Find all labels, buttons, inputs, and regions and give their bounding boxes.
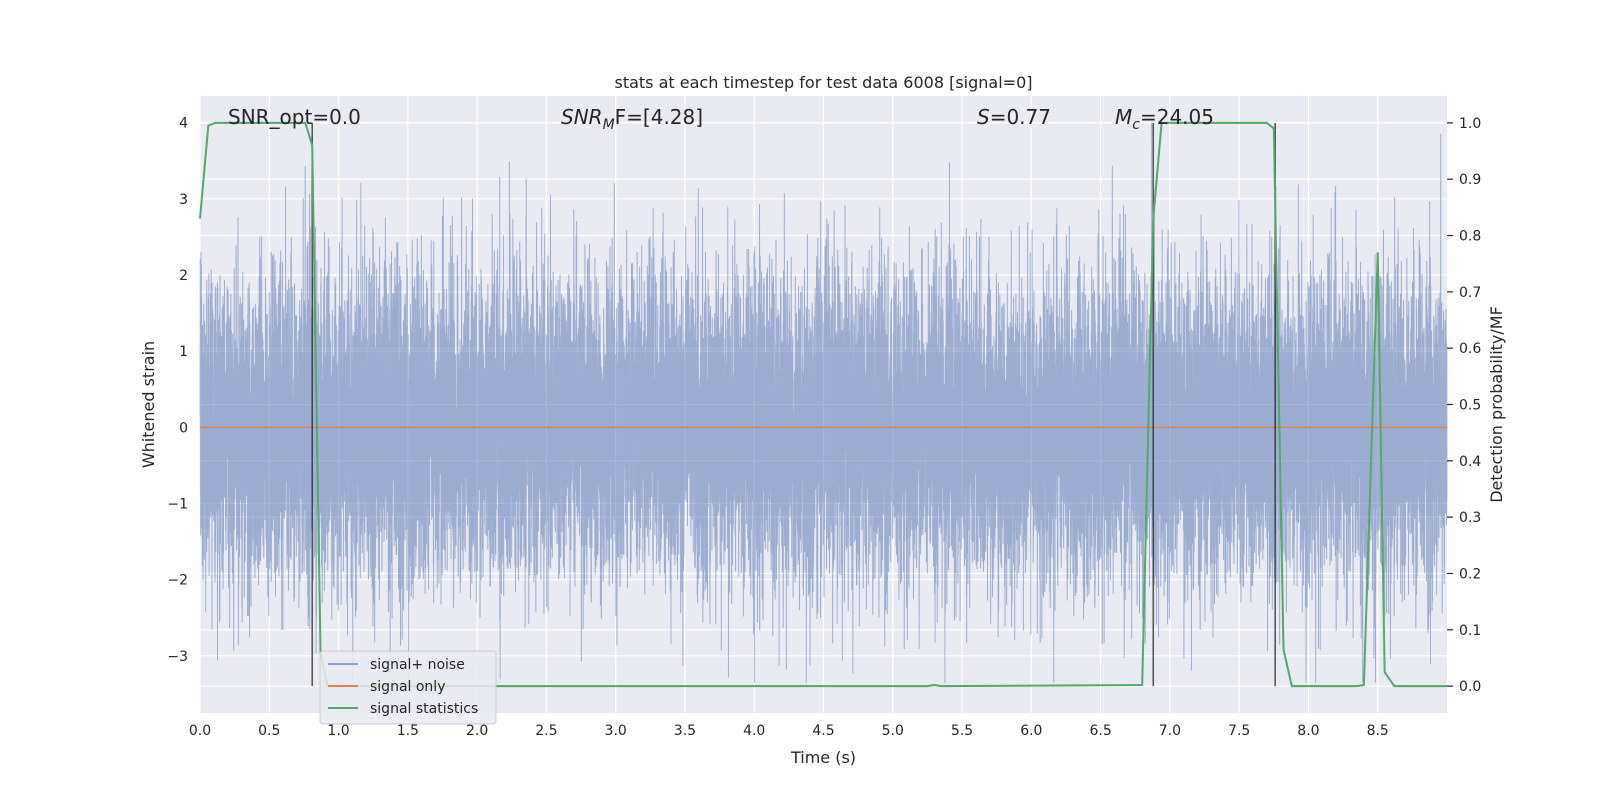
x-tick-label: 6.5 (1089, 723, 1111, 739)
y-tick-label: −3 (167, 649, 188, 665)
legend-label-signal-noise: signal+ noise (370, 657, 465, 673)
x-tick-label: 5.5 (951, 723, 973, 739)
x-tick-label: 8.0 (1297, 723, 1319, 739)
x-tick-label: 7.5 (1228, 723, 1250, 739)
legend-label-signal-statistics: signal statistics (370, 701, 478, 717)
y-tick-label: 4 (179, 116, 188, 132)
y-right-tick-label: 0.8 (1459, 229, 1481, 245)
x-tick-label: 0.0 (189, 723, 211, 739)
chart-title: stats at each timestep for test data 600… (614, 73, 1032, 92)
y-right-tick-label: 0.7 (1459, 285, 1481, 301)
y-right-tick-label: 0.6 (1459, 341, 1481, 357)
y-tick-label: 1 (179, 344, 188, 360)
series-signal-noise (199, 122, 1448, 683)
annotation-snr-mf: SNRMF=[4.28] (561, 105, 703, 133)
y-right-tick-label: 0.4 (1459, 454, 1481, 470)
y-right-tick-label: 0.3 (1459, 510, 1481, 526)
y-tick-label: 3 (179, 192, 188, 208)
data-layer (199, 121, 1448, 688)
legend-label-signal-only: signal only (370, 679, 445, 695)
annotation-snr-opt: SNR_opt=0.0 (228, 105, 361, 129)
series-signal-statistics (199, 121, 1447, 688)
x-tick-label: 8.5 (1367, 723, 1389, 739)
x-tick-label: 5.0 (882, 723, 904, 739)
y-tick-label: −2 (167, 573, 188, 589)
x-tick-label: 2.5 (535, 723, 557, 739)
y-right-tick-label: 0.2 (1459, 566, 1481, 582)
legend: signal+ noise signal only signal statist… (319, 650, 497, 725)
y-tick-label: 2 (179, 268, 188, 284)
x-tick-label: 1.5 (397, 723, 419, 739)
x-tick-label: 1.0 (327, 723, 349, 739)
x-tick-label: 6.0 (1020, 723, 1042, 739)
x-tick-label: 3.0 (605, 723, 627, 739)
y-right-tick-label: 0.0 (1459, 679, 1481, 695)
x-tick-label: 4.0 (743, 723, 765, 739)
x-tick-label: 7.0 (1159, 723, 1181, 739)
x-tick-label: 2.0 (466, 723, 488, 739)
y-right-tick-label: 0.5 (1459, 398, 1481, 414)
y-axis-label: Whitened strain (139, 341, 158, 468)
annotation-s: S=0.77 (977, 105, 1051, 129)
x-tick-label: 3.5 (674, 723, 696, 739)
annotation-mc: Mc=24.05 (1115, 105, 1214, 133)
x-tick-label: 4.5 (812, 723, 834, 739)
y-tick-label: 0 (179, 420, 188, 436)
y-right-tick-label: 0.9 (1459, 172, 1481, 188)
y-tick-label: −1 (167, 497, 188, 513)
tick-layer: 0.0 0.5 1.0 1.5 2.0 2.5 3.0 3.5 4.0 4.5 5.0 5.5 6.0 6… (167, 116, 1481, 739)
y-right-axis-label: Detection probability/MF (1487, 306, 1506, 503)
x-axis-label: Time (s) (790, 748, 856, 767)
x-tick-label: 0.5 (258, 723, 280, 739)
legend-box (319, 650, 497, 725)
y-right-tick-label: 0.1 (1459, 623, 1481, 639)
y-right-tick-label: 1.0 (1459, 116, 1481, 132)
